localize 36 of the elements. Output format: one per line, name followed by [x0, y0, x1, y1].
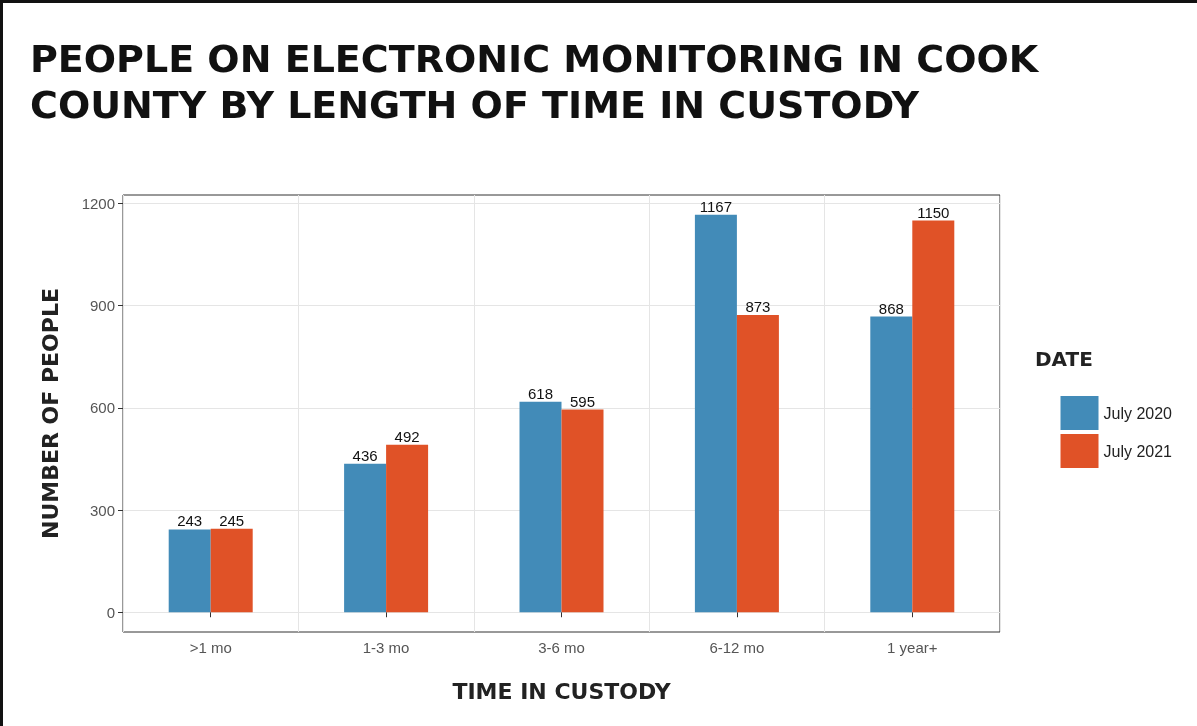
- legend-title: DATE: [1035, 347, 1093, 371]
- y-tick-label: 0: [106, 603, 115, 621]
- data-label: 436: [352, 446, 378, 464]
- bar: [694, 214, 737, 613]
- bar: [912, 220, 955, 613]
- data-label: 1167: [699, 197, 733, 215]
- data-label: 492: [394, 427, 420, 445]
- x-axis-title: TIME IN CUSTODY: [452, 678, 672, 704]
- data-label: 868: [878, 299, 904, 317]
- bar: [519, 401, 562, 613]
- bar: [736, 314, 779, 613]
- bar: [210, 528, 253, 613]
- x-tick-label: 6-12 mo: [709, 639, 765, 656]
- x-tick-label: 1 year+: [887, 639, 938, 656]
- chart-title: PEOPLE ON ELECTRONIC MONITORING IN COOK COUNTY BY LENGTH OF TIME IN CUSTODY: [30, 37, 1052, 127]
- data-label: 873: [745, 297, 771, 315]
- data-label: 595: [569, 392, 596, 410]
- x-tick-label: >1 mo: [189, 639, 232, 656]
- legend-label: July 2020: [1103, 404, 1173, 422]
- y-tick-label: 300: [89, 501, 115, 519]
- y-tick-label: 900: [89, 297, 115, 315]
- y-axis-title: NUMBER OF PEOPLE: [37, 288, 63, 539]
- y-tick-label: 600: [89, 399, 115, 417]
- x-tick-label: 1-3 mo: [362, 639, 410, 656]
- bar: [344, 463, 387, 613]
- bar: [386, 444, 429, 613]
- bar: [168, 529, 211, 613]
- data-label: 243: [177, 512, 203, 530]
- data-label: 245: [219, 511, 245, 529]
- data-label: 1150: [917, 203, 950, 221]
- x-tick-label: 3-6 mo: [538, 639, 585, 656]
- bar: [870, 316, 913, 613]
- data-label: 618: [527, 384, 554, 402]
- legend-label: July 2021: [1103, 442, 1173, 460]
- y-tick-label: 1200: [81, 195, 115, 213]
- bar: [561, 409, 604, 613]
